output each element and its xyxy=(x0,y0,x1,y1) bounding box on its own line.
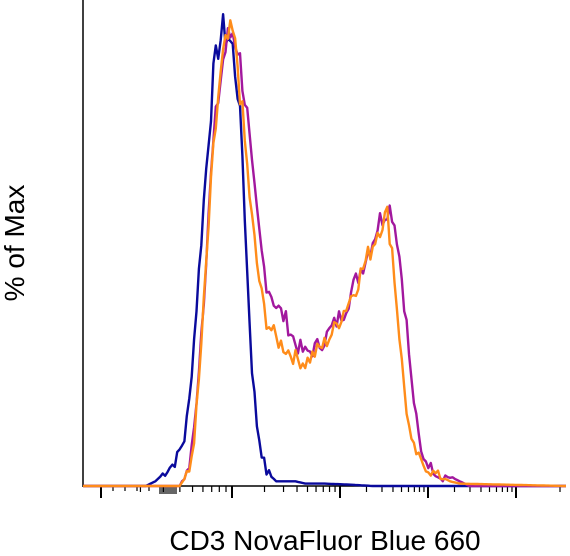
series-line-1 xyxy=(83,12,566,488)
series-group xyxy=(83,12,566,488)
series-line-3 xyxy=(83,19,566,488)
x-axis-ticks xyxy=(100,486,561,498)
y-axis-label: % of Max xyxy=(0,185,30,302)
series-line-2 xyxy=(83,27,566,488)
x-axis-label: CD3 NovaFluor Blue 660 xyxy=(169,525,480,556)
axes xyxy=(82,0,566,498)
